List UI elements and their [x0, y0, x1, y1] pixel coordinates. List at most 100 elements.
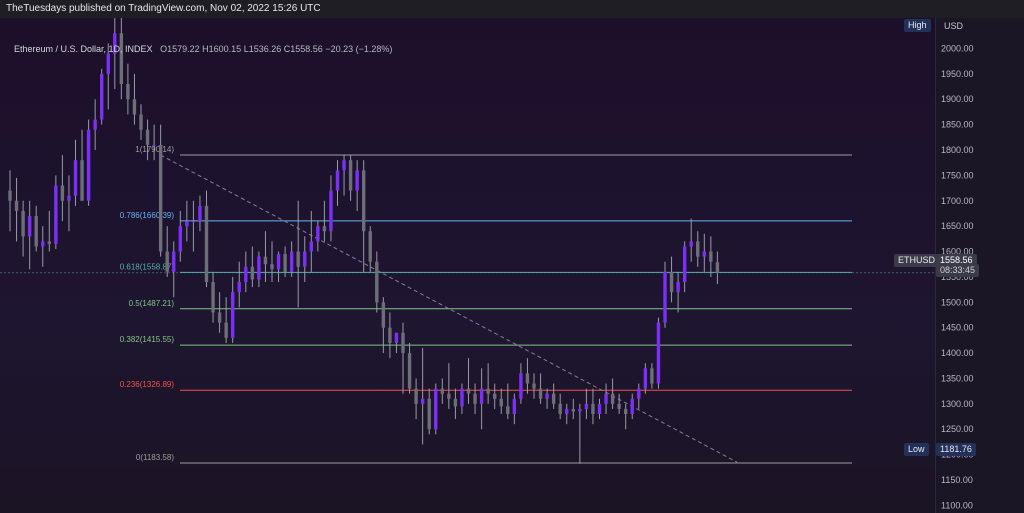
- chart-legend: Ethereum / U.S. Dollar, 1D, INDEX O1579.…: [14, 44, 392, 54]
- fib-label: 0(1183.58): [136, 453, 174, 462]
- price-tick-label: 1100.00: [941, 500, 973, 510]
- fib-label: 0.382(1415.55): [120, 335, 175, 344]
- candle-body: [499, 398, 503, 407]
- candle-body: [67, 195, 71, 201]
- candle-body: [329, 190, 333, 232]
- candle-body: [624, 408, 628, 414]
- candle-body: [368, 231, 372, 262]
- candle-body: [466, 388, 471, 394]
- candle-body: [362, 170, 366, 232]
- candle-body: [250, 266, 255, 280]
- candle-body: [289, 251, 294, 272]
- candle-body: [191, 221, 196, 223]
- publisher-text: TheTuesdays published on TradingView.com…: [6, 3, 321, 14]
- fib-label: 0.618(1558.87): [120, 262, 175, 271]
- low-value: L1536.26: [243, 44, 282, 54]
- low-badge: Low: [904, 443, 929, 456]
- candle-body: [335, 170, 340, 191]
- candle-body: [676, 282, 680, 293]
- candle-body: [447, 393, 451, 399]
- candle-body: [152, 144, 156, 146]
- price-tick-label: 1450.00: [941, 323, 974, 333]
- candle-body: [342, 160, 346, 171]
- candle-body: [394, 332, 399, 343]
- candle-body: [597, 403, 602, 414]
- chart-plot-area[interactable]: 1(1790.14) 0.786(1660.39) 0.618(1558.87) 0.…: [0, 18, 935, 513]
- currency-label: USD: [944, 21, 964, 31]
- candle-body: [303, 251, 307, 267]
- candle-body: [375, 261, 379, 303]
- candle-body: [113, 33, 117, 54]
- candle-body: [86, 129, 91, 201]
- candle-body: [525, 373, 530, 384]
- published-header: TheTuesdays published on TradingView.com…: [0, 0, 1024, 18]
- candle-body: [283, 254, 287, 272]
- candle-body: [669, 271, 674, 293]
- candle-body: [27, 216, 32, 237]
- candle-body: [276, 254, 281, 270]
- candle-body: [322, 226, 327, 232]
- candle-body: [604, 393, 608, 404]
- candle-body: [578, 408, 582, 412]
- candle-body: [538, 388, 543, 399]
- candle-body: [486, 388, 490, 394]
- trendline: [160, 154, 738, 463]
- price-tick-label: 1350.00: [941, 373, 974, 383]
- candle-body: [479, 388, 484, 404]
- candle-body: [132, 99, 137, 115]
- candle-body: [270, 264, 274, 270]
- candle-body: [656, 322, 661, 384]
- candle-body: [139, 114, 143, 130]
- candle-body: [296, 251, 300, 267]
- candle-body: [165, 251, 169, 272]
- candle-body: [80, 160, 84, 201]
- candle-body: [584, 403, 589, 409]
- candle-body: [388, 327, 392, 343]
- candle-body: [551, 393, 556, 404]
- price-tick-label: 1600.00: [941, 247, 974, 257]
- candle-body: [47, 241, 51, 244]
- candle-body: [381, 302, 386, 328]
- candle-body: [355, 170, 359, 191]
- price-tick-label: 1850.00: [941, 120, 974, 130]
- candle-body: [545, 393, 549, 399]
- candle-body: [8, 190, 12, 201]
- low-value-badge: 1181.76: [936, 443, 976, 456]
- price-axis[interactable]: 2000.00 1950.00 1900.00 1850.00 1800.00 1750.…: [894, 18, 1024, 513]
- candle-body: [689, 241, 693, 247]
- symbol-price-tag: ETHUSD: [894, 254, 940, 267]
- candle-body: [178, 226, 182, 252]
- candle-body: [100, 73, 104, 120]
- fib-label: 0.5(1487.21): [129, 299, 175, 308]
- price-tick-label: 1150.00: [941, 475, 973, 485]
- fib-label: 0.786(1660.39): [120, 211, 175, 220]
- candle-body: [348, 160, 353, 191]
- candle-body: [715, 262, 720, 273]
- open-value: O1579.22: [160, 44, 200, 54]
- candle-body: [21, 210, 25, 237]
- candle-body: [217, 312, 222, 323]
- symbol-label: Ethereum / U.S. Dollar, 1D, INDEX: [14, 44, 153, 54]
- candle-body: [440, 388, 444, 394]
- candle-body: [204, 205, 209, 282]
- candle-body: [145, 129, 150, 145]
- price-tick-label: 1900.00: [941, 94, 974, 104]
- candle-body: [198, 205, 202, 222]
- candle-body: [257, 256, 261, 280]
- candle-body: [73, 160, 78, 196]
- candle-body: [519, 373, 523, 399]
- candle-body: [702, 251, 706, 257]
- price-tick-label: 2000.00: [941, 43, 974, 53]
- candle-body: [14, 200, 19, 211]
- price-tick-label: 1800.00: [941, 145, 974, 155]
- candle-body: [41, 241, 45, 247]
- candle-body: [591, 403, 595, 414]
- candle-body: [460, 388, 464, 407]
- candle-body: [650, 368, 654, 384]
- price-tick-label: 1400.00: [941, 348, 974, 358]
- candle-body: [637, 388, 641, 399]
- candle-body: [172, 251, 176, 272]
- price-tick-label: 1500.00: [941, 297, 974, 307]
- candle-body: [106, 53, 110, 74]
- price-tick-label: 1700.00: [941, 196, 974, 206]
